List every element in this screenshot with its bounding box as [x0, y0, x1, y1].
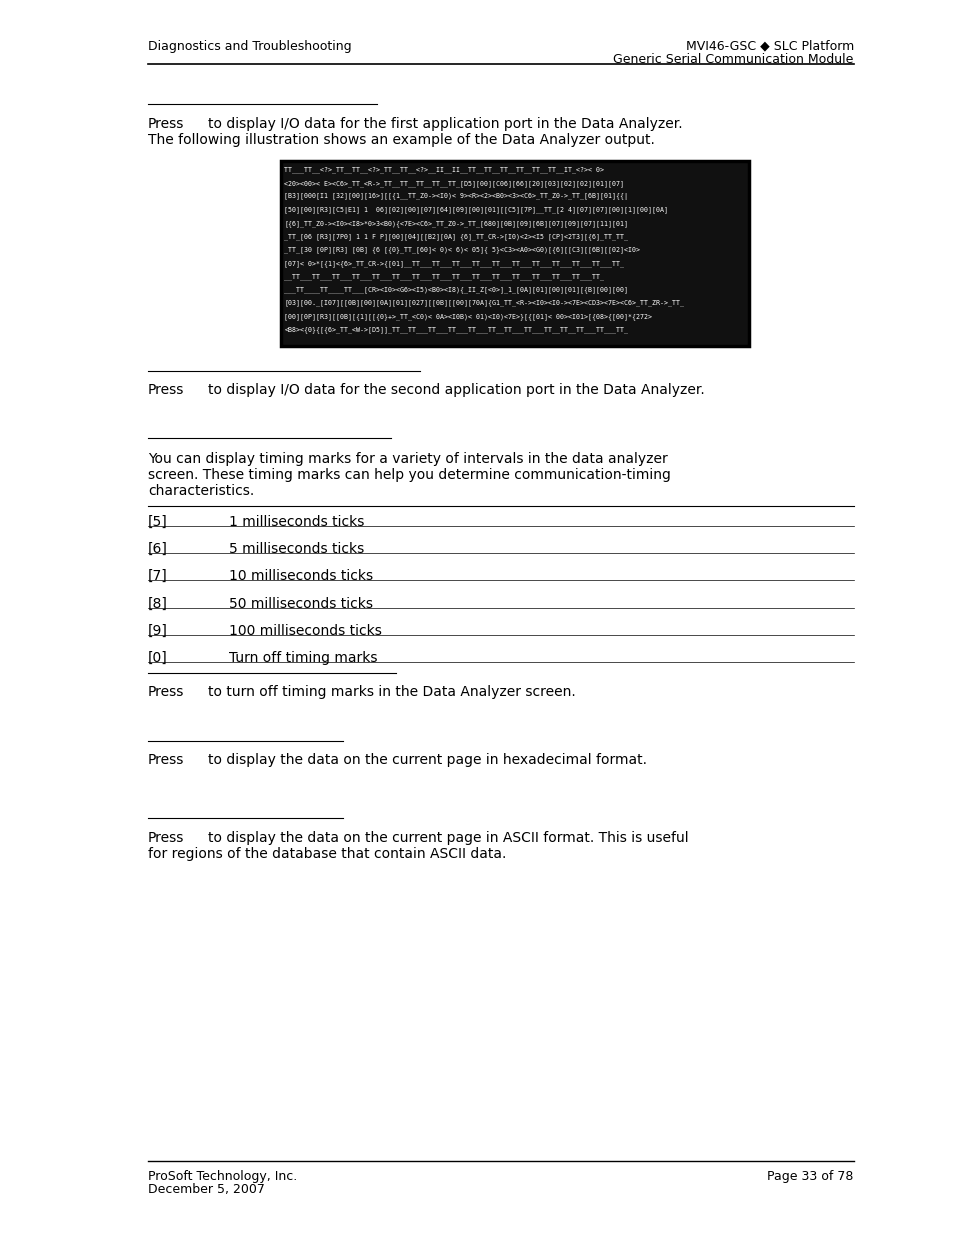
Text: [50][00][R3][C5|E1] 1  06][02][00][07][64][09][00][01][[C5][7P]__TT_[2 4][07][07: [50][00][R3][C5|E1] 1 06][02][00][07][64…: [284, 206, 668, 214]
Text: 1 milliseconds ticks: 1 milliseconds ticks: [229, 515, 364, 529]
Text: 50 milliseconds ticks: 50 milliseconds ticks: [229, 597, 373, 610]
Text: <20><00>< E><C6>_TT_<R->_TT__TT__TT__TT__TT_[D5][00][C06][66][20][03][02][02][01: <20><00>< E><C6>_TT_<R->_TT__TT__TT__TT_…: [284, 180, 623, 186]
Text: to turn off timing marks in the Data Analyzer screen.: to turn off timing marks in the Data Ana…: [208, 685, 575, 699]
Text: [B3][000[I1 [32][00][16>][[{1__TT_Z0-><I0)< 9><R><2><B0><3><C6>_TT_Z0->_TT_[6B][: [B3][000[I1 [32][00][16>][[{1__TT_Z0-><I…: [284, 194, 628, 200]
Text: Press: Press: [148, 753, 184, 767]
Text: Press: Press: [148, 117, 184, 131]
Text: You can display timing marks for a variety of intervals in the data analyzer: You can display timing marks for a varie…: [148, 452, 667, 466]
Text: [9]: [9]: [148, 624, 168, 637]
FancyBboxPatch shape: [281, 161, 748, 346]
Text: characteristics.: characteristics.: [148, 484, 253, 498]
Text: <B8><{0}{[{6>_TT_<W->[D5]]_TT__TT___TT___TT___TT___TT__TT___TT___TT__TT__TT___TT: <B8><{0}{[{6>_TT_<W->[D5]]_TT__TT___TT__…: [284, 326, 628, 333]
Text: Press: Press: [148, 383, 184, 396]
Text: Turn off timing marks: Turn off timing marks: [229, 651, 377, 664]
Text: [8]: [8]: [148, 597, 168, 610]
Text: The following illustration shows an example of the Data Analyzer output.: The following illustration shows an exam…: [148, 133, 654, 147]
Text: December 5, 2007: December 5, 2007: [148, 1183, 265, 1197]
Text: to display I/O data for the second application port in the Data Analyzer.: to display I/O data for the second appli…: [208, 383, 704, 396]
Text: Press: Press: [148, 831, 184, 845]
Text: [0]: [0]: [148, 651, 168, 664]
Text: 10 milliseconds ticks: 10 milliseconds ticks: [229, 569, 373, 583]
Text: Press: Press: [148, 685, 184, 699]
Text: ___TT____TT____TT___[CR><I0><G6><I5)<B0><I8){_II_Z[<0>]_1_[0A][01][00][01][{B][0: ___TT____TT____TT___[CR><I0><G6><I5)<B0>…: [284, 287, 628, 293]
Text: [00][0P][R3][[0B][{1][[{0}+>_TT_<C0)< 0A><I0B)< 01)<I0)<7E>}[{[01]< 00><I01>[{08: [00][0P][R3][[0B][{1][[{0}+>_TT_<C0)< 0A…: [284, 312, 652, 320]
Text: [5]: [5]: [148, 515, 168, 529]
Text: [{6]_TT_Z0-><I0><I8>*0>3<B0){<7E><C6>_TT_Z0->_TT_[680][0B][09][6B][07][09][07][1: [{6]_TT_Z0-><I0><I8>*0>3<B0){<7E><C6>_TT…: [284, 220, 628, 227]
Text: to display I/O data for the first application port in the Data Analyzer.: to display I/O data for the first applic…: [208, 117, 682, 131]
Text: screen. These timing marks can help you determine communication-timing: screen. These timing marks can help you …: [148, 468, 670, 482]
Text: [7]: [7]: [148, 569, 168, 583]
Text: 5 milliseconds ticks: 5 milliseconds ticks: [229, 542, 364, 556]
Text: Generic Serial Communication Module: Generic Serial Communication Module: [613, 53, 853, 67]
Text: to display the data on the current page in hexadecimal format.: to display the data on the current page …: [208, 753, 646, 767]
Text: Diagnostics and Troubleshooting: Diagnostics and Troubleshooting: [148, 40, 351, 53]
Text: [07]< 0>*[{1]<{6>_TT_CR->{[01]__TT___TT___TT___TT___TT___TT___TT___TT___TT___TT_: [07]< 0>*[{1]<{6>_TT_CR->{[01]__TT___TT_…: [284, 259, 623, 267]
Text: _TT_[30 [0P][R3] [0B] {6 [{0}_TT_[60]< 0)< 6)< 05]{ 5}<C3><A0><G0)[{6][[C3][[6B]: _TT_[30 [0P][R3] [0B] {6 [{0}_TT_[60]< 0…: [284, 247, 639, 253]
Text: [03][00._[I07][[0B][00][0A][01][027][[0B][[00][70A]{G1_TT_<R-><I0><I0-><7E><CD3>: [03][00._[I07][[0B][00][0A][01][027][[0B…: [284, 300, 683, 306]
Text: MVI46-GSC ◆ SLC Platform: MVI46-GSC ◆ SLC Platform: [685, 40, 853, 53]
Text: __TT___TT___TT___TT___TT___TT___TT___TT___TT___TT___TT___TT___TT___TT___TT___TT_: __TT___TT___TT___TT___TT___TT___TT___TT_…: [284, 273, 603, 280]
Text: for regions of the database that contain ASCII data.: for regions of the database that contain…: [148, 847, 506, 861]
Text: [6]: [6]: [148, 542, 168, 556]
Text: Page 33 of 78: Page 33 of 78: [766, 1170, 853, 1183]
Text: ProSoft Technology, Inc.: ProSoft Technology, Inc.: [148, 1170, 296, 1183]
Text: TT___TT__<?>_TT__TT__<?>_TT__TT__<?>__II__II__TT__TT__TT__TT__TT__TT__IT_<?>< 0>: TT___TT__<?>_TT__TT__<?>_TT__TT__<?>__II…: [284, 167, 603, 173]
Text: _TT_[06 [R3][7P0] 1 1 F P][00][04][[B2][0A] {6]_TT_CR->[I0)<2><I5 [CP]<2T3][{6]_: _TT_[06 [R3][7P0] 1 1 F P][00][04][[B2][…: [284, 233, 628, 240]
Text: 100 milliseconds ticks: 100 milliseconds ticks: [229, 624, 381, 637]
Text: to display the data on the current page in ASCII format. This is useful: to display the data on the current page …: [208, 831, 688, 845]
